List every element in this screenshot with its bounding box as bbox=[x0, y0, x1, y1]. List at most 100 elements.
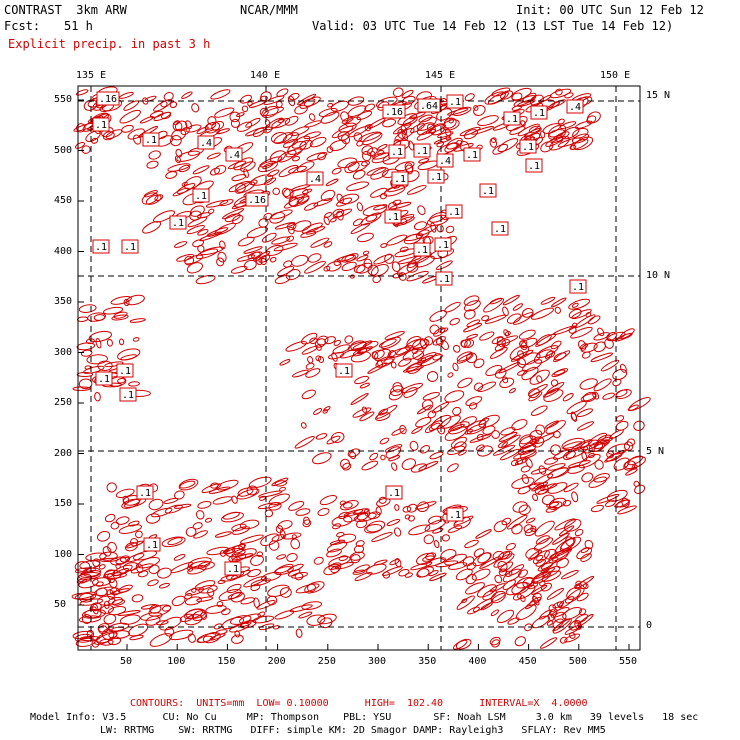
precip-contour bbox=[580, 439, 600, 451]
precip-contour bbox=[222, 208, 245, 220]
precip-contour bbox=[103, 306, 124, 315]
precip-contour bbox=[435, 338, 444, 346]
precip-contour bbox=[529, 438, 537, 445]
precip-contour bbox=[593, 341, 606, 353]
contour-value-label: .1 bbox=[434, 237, 452, 252]
precip-contour bbox=[444, 301, 461, 313]
precip-contour bbox=[554, 518, 577, 531]
precip-contour bbox=[502, 306, 509, 317]
precip-contour bbox=[333, 258, 342, 267]
precip-contour bbox=[291, 156, 301, 162]
precip-contour bbox=[477, 115, 499, 127]
precip-contour bbox=[326, 548, 342, 558]
precip-contour bbox=[75, 89, 89, 96]
precip-contour bbox=[366, 520, 386, 533]
precip-contour bbox=[375, 506, 382, 516]
precip-contour bbox=[161, 536, 186, 548]
contour-label-box bbox=[463, 147, 481, 162]
precip-contour bbox=[443, 117, 457, 129]
precip-contour bbox=[341, 261, 357, 272]
precip-contour bbox=[509, 387, 516, 394]
precip-contour bbox=[210, 482, 219, 489]
precip-contour bbox=[588, 452, 595, 459]
precip-contour bbox=[142, 97, 149, 105]
precip-contour bbox=[269, 211, 286, 224]
contour-label-text: .64 bbox=[420, 101, 438, 112]
precip-contour bbox=[568, 326, 577, 334]
precip-contour bbox=[128, 381, 140, 387]
contour-label-text: .1 bbox=[528, 161, 540, 172]
precip-contour bbox=[550, 444, 562, 456]
precip-contour bbox=[411, 347, 419, 355]
precip-contour bbox=[263, 106, 285, 117]
precip-contour bbox=[191, 587, 197, 593]
precip-contour bbox=[325, 178, 339, 187]
contour-label-box bbox=[119, 387, 137, 402]
precip-contour bbox=[332, 208, 353, 219]
contour-label-box bbox=[121, 239, 139, 254]
precip-contour bbox=[225, 547, 246, 558]
precip-contour bbox=[269, 150, 286, 163]
contour-label-box bbox=[96, 91, 120, 106]
precip-contour bbox=[491, 336, 504, 345]
precip-contour bbox=[507, 617, 520, 625]
precip-contour bbox=[563, 518, 582, 532]
contour-label-text: .1 bbox=[533, 108, 545, 119]
precip-contour bbox=[286, 235, 295, 242]
precip-contour bbox=[498, 568, 508, 576]
precip-contour bbox=[498, 361, 521, 374]
contour-value-label: .1 bbox=[136, 485, 154, 500]
precip-contour bbox=[339, 193, 360, 205]
precip-contour bbox=[531, 405, 548, 416]
precip-contour bbox=[492, 550, 505, 561]
precip-contour bbox=[384, 444, 403, 453]
precip-contour bbox=[455, 568, 473, 581]
precip-contour bbox=[418, 114, 433, 123]
precip-contour bbox=[519, 450, 537, 459]
precip-contour bbox=[531, 584, 548, 595]
contour-label-box bbox=[413, 143, 431, 158]
precip-contour bbox=[580, 553, 592, 562]
precip-contour bbox=[277, 265, 294, 277]
precip-contour bbox=[219, 550, 227, 557]
contour-label-text: .1 bbox=[506, 114, 518, 125]
precip-contour bbox=[340, 111, 350, 122]
left-tick-label: 400 bbox=[54, 245, 73, 257]
precip-contour bbox=[405, 361, 423, 372]
precip-contour bbox=[609, 429, 624, 440]
precip-contour bbox=[375, 412, 391, 421]
precip-contour bbox=[301, 188, 313, 195]
precip-contour bbox=[299, 139, 313, 150]
precip-contour bbox=[581, 451, 588, 462]
precip-contour bbox=[455, 638, 472, 650]
precip-contour bbox=[147, 579, 159, 587]
precip-contour bbox=[402, 365, 424, 373]
precip-contour bbox=[317, 356, 325, 364]
precip-contour bbox=[163, 92, 174, 101]
precip-contour bbox=[131, 594, 144, 603]
contour-label-box bbox=[446, 94, 464, 109]
precip-contour bbox=[298, 611, 313, 619]
precip-contour bbox=[473, 358, 485, 369]
precip-contour bbox=[148, 150, 161, 160]
precip-contour bbox=[253, 597, 260, 609]
precip-contour bbox=[563, 482, 579, 493]
precip-contour bbox=[296, 196, 310, 205]
contour-label-box bbox=[116, 363, 134, 378]
precip-contour bbox=[581, 351, 591, 359]
precip-contour bbox=[505, 542, 516, 551]
precip-contour bbox=[239, 94, 252, 104]
precip-contour bbox=[571, 133, 590, 144]
precip-contour bbox=[72, 386, 91, 391]
contour-value-label: .1 bbox=[503, 111, 521, 126]
precip-contour bbox=[217, 579, 226, 584]
contour-label-box bbox=[143, 537, 161, 552]
precip-contour bbox=[239, 519, 260, 530]
precip-contour bbox=[557, 137, 581, 148]
precip-contour bbox=[482, 589, 497, 601]
precip-contour bbox=[324, 211, 333, 219]
contour-value-label: .1 bbox=[119, 387, 137, 402]
precip-contour bbox=[195, 510, 205, 520]
precip-contour bbox=[549, 99, 566, 108]
contour-value-label: .1 bbox=[388, 144, 406, 159]
